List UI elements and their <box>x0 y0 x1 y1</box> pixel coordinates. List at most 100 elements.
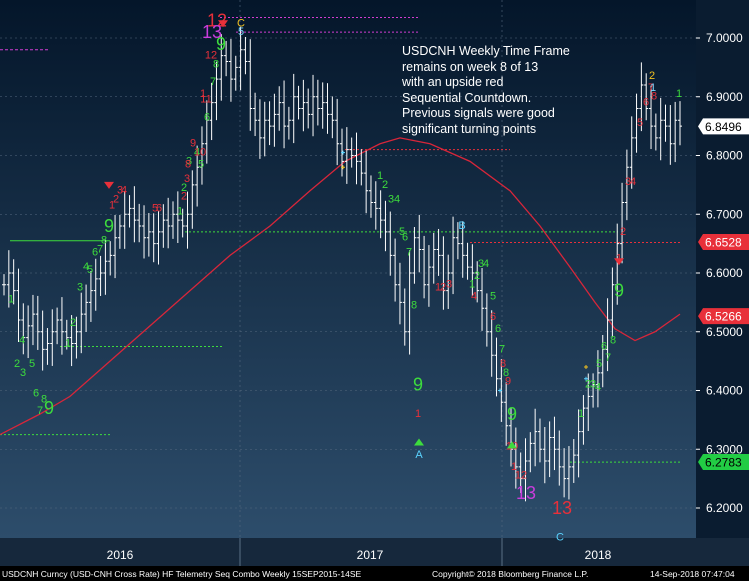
sequential-count-label: 4 <box>483 258 489 270</box>
ohlc-bar <box>238 26 243 91</box>
ohlc-bar <box>446 254 451 309</box>
sequential-count-label: 7 <box>37 405 43 417</box>
y-tick-label: 6.7000 <box>706 207 743 221</box>
y-tick-label: 7.0000 <box>706 31 743 45</box>
y-tick-label: 6.8000 <box>706 149 743 163</box>
sequential-count-label: 4 <box>19 335 25 347</box>
sequential-count-label: 7 <box>210 76 216 88</box>
ohlc-bar <box>537 418 542 463</box>
sequential-count-label: 8 <box>610 335 616 347</box>
ohlc-bar <box>653 113 658 151</box>
ohlc-bar <box>26 305 31 359</box>
ohlc-bar <box>552 416 557 471</box>
ohlc-bar <box>6 250 11 308</box>
ohlc-bar <box>610 267 615 338</box>
sequential-count-label: 3 <box>186 155 192 167</box>
sequential-count-label: 6 <box>156 202 162 214</box>
annotation-line: with an upside red <box>402 75 504 89</box>
sequential-count-label: 8 <box>185 158 191 170</box>
ohlc-bar <box>480 268 485 331</box>
ohlc-bar <box>373 181 378 230</box>
sequential-count-label: 8 <box>411 299 417 311</box>
sequential-count-label: 11 <box>200 94 211 106</box>
ohlc-bar <box>615 223 620 305</box>
ohlc-bar <box>233 55 238 91</box>
sequential-count-label: 2 <box>620 226 626 238</box>
ohlc-bar <box>40 310 45 371</box>
y-tick-label: 6.5000 <box>706 325 743 339</box>
sequential-count-label: 2 <box>14 358 20 370</box>
sequential-count-label: 8 <box>500 358 506 370</box>
sequential-count-label: 1 <box>650 82 656 94</box>
ohlc-bar <box>509 408 513 467</box>
ohlc-bar <box>393 238 398 302</box>
sequential-count-label: 1 <box>200 88 206 100</box>
ohlc-bar <box>513 427 518 489</box>
footer-timestamp: 14-Sep-2018 07:47:04 <box>650 569 735 579</box>
ohlc-bar <box>98 255 103 296</box>
sequential-count-label: 1 <box>511 461 517 473</box>
price-tag-box <box>698 308 749 325</box>
ohlc-bar <box>146 213 151 257</box>
sequential-count-label: 2 <box>70 317 76 329</box>
ohlc-bar <box>533 408 538 467</box>
ohlc-bar <box>161 204 166 248</box>
ohlc-bar <box>475 261 480 303</box>
sequential-count-label: 1 <box>65 337 71 349</box>
sequential-count-label: 8 <box>41 393 47 405</box>
ohlc-bar <box>658 97 663 161</box>
ohlc-bar <box>402 288 407 346</box>
price-tag-label: 6.6528 <box>705 235 742 249</box>
sequential-count-label: 3 <box>446 279 452 291</box>
sequential-count-label: 9 <box>190 138 196 150</box>
sequential-count-label: 8 <box>503 367 509 379</box>
annotation-line: Previous signals were good <box>402 106 555 120</box>
sequential-count-label: 2 <box>474 270 480 282</box>
ohlc-bar <box>175 191 180 244</box>
ohlc-bar <box>484 293 489 347</box>
ohlc-bar <box>528 432 533 473</box>
sequential-count-label: 2 <box>440 282 446 294</box>
ohlc-bar <box>306 88 311 129</box>
ohlc-bar <box>557 430 562 486</box>
annotation-line: significant turning points <box>402 121 537 136</box>
ohlc-bar <box>451 216 456 295</box>
ohlc-bars <box>2 26 682 502</box>
ohlc-bar <box>209 82 214 141</box>
sequential-count-label: B <box>458 220 465 232</box>
sequential-count-label: 6 <box>643 97 649 109</box>
ohlc-bar <box>600 334 605 388</box>
price-tag-box <box>698 453 749 470</box>
sequential-count-label: 2 <box>382 179 388 191</box>
ohlc-bar <box>282 80 287 149</box>
ohlc-bar <box>359 149 364 186</box>
ohlc-bar <box>301 79 306 132</box>
ohlc-bar <box>344 127 349 184</box>
ohlc-bar <box>504 382 509 446</box>
grid-lines <box>0 0 696 538</box>
ohlc-bar <box>354 132 359 185</box>
ohlc-bar <box>267 101 272 146</box>
sequential-count-label: 7 <box>406 246 412 258</box>
sequential-count-label: 3 <box>625 176 631 188</box>
ohlc-bar <box>412 227 417 284</box>
price-tag: 6.8496 <box>698 118 749 135</box>
ohlc-bar <box>422 235 427 299</box>
sequential-count-label: 2 <box>113 194 119 206</box>
sequential-count-label: 3 <box>388 194 394 206</box>
price-tag-box <box>698 233 749 250</box>
sequential-count-label: 12 <box>515 470 527 482</box>
y-tick-label: 6.2000 <box>706 501 743 515</box>
price-tag-label: 6.5266 <box>705 310 742 324</box>
sequential-count-label: 7 <box>605 352 611 364</box>
sequential-count-label: 5 <box>490 290 496 302</box>
sequential-count-label: 1 <box>377 170 383 182</box>
ohlc-bar <box>262 101 267 157</box>
ohlc-bar <box>224 40 229 77</box>
sequential-count-label: 8 <box>651 91 657 103</box>
ohlc-bar <box>286 106 291 140</box>
ohlc-bar <box>315 79 320 126</box>
ohlc-bar <box>566 446 571 500</box>
sequential-count-label: 4 <box>630 176 636 188</box>
ohlc-bar <box>59 297 64 355</box>
